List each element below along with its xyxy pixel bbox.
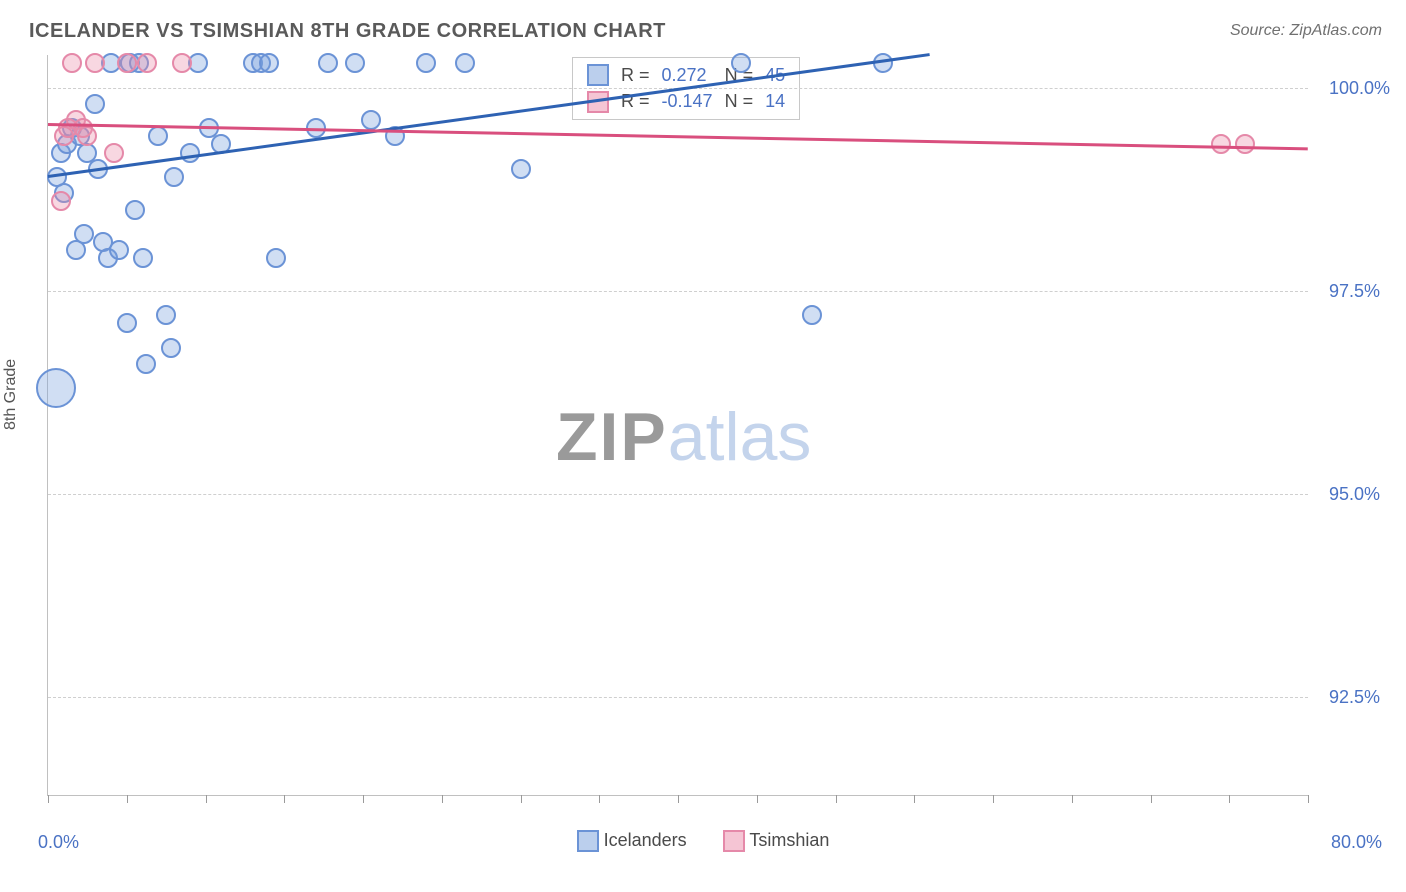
data-point: [117, 53, 137, 73]
legend-n-value: 14: [759, 88, 791, 114]
y-axis-title: 8th Grade: [2, 359, 20, 430]
data-point: [156, 305, 176, 325]
x-tick: [993, 795, 994, 803]
plot-area: R =0.272N =45R =-0.147N =14: [47, 55, 1308, 796]
legend-item: Icelanders: [577, 830, 687, 852]
gridline: [48, 697, 1308, 698]
data-point: [511, 159, 531, 179]
x-tick: [914, 795, 915, 803]
x-tick: [284, 795, 285, 803]
legend-swatch: [587, 64, 609, 86]
legend-swatch: [577, 830, 599, 852]
data-point: [133, 248, 153, 268]
data-point: [164, 167, 184, 187]
x-tick: [363, 795, 364, 803]
data-point: [117, 313, 137, 333]
data-point: [137, 53, 157, 73]
data-point: [136, 354, 156, 374]
data-point: [259, 53, 279, 73]
x-tick: [206, 795, 207, 803]
gridline: [48, 494, 1308, 495]
legend-label: Icelanders: [604, 830, 687, 850]
data-point: [85, 53, 105, 73]
x-tick: [1151, 795, 1152, 803]
data-point: [172, 53, 192, 73]
data-point: [104, 143, 124, 163]
trend-line: [48, 123, 1308, 150]
data-point: [731, 53, 751, 73]
data-point: [161, 338, 181, 358]
data-point: [361, 110, 381, 130]
x-tick: [678, 795, 679, 803]
data-point: [36, 368, 76, 408]
data-point: [345, 53, 365, 73]
data-point: [125, 200, 145, 220]
x-tick: [599, 795, 600, 803]
data-point: [62, 53, 82, 73]
legend-label: Tsimshian: [749, 830, 829, 850]
data-point: [77, 126, 97, 146]
data-point: [416, 53, 436, 73]
x-tick: [1229, 795, 1230, 803]
x-tick: [127, 795, 128, 803]
y-tick-label: 100.0%: [1329, 78, 1390, 99]
data-point: [148, 126, 168, 146]
data-point: [109, 240, 129, 260]
legend-swatch: [723, 830, 745, 852]
x-tick: [1072, 795, 1073, 803]
legend-r-label: R =: [615, 62, 656, 88]
series-legend: Icelanders Tsimshian: [0, 830, 1406, 852]
legend-row: R =0.272N =45: [581, 62, 791, 88]
data-point: [318, 53, 338, 73]
data-point: [1235, 134, 1255, 154]
data-point: [266, 248, 286, 268]
data-point: [455, 53, 475, 73]
legend-n-label: N =: [719, 88, 760, 114]
x-tick: [836, 795, 837, 803]
y-tick-label: 95.0%: [1329, 484, 1380, 505]
gridline: [48, 291, 1308, 292]
chart-title: ICELANDER VS TSIMSHIAN 8TH GRADE CORRELA…: [29, 20, 666, 43]
data-point: [802, 305, 822, 325]
data-point: [74, 224, 94, 244]
data-point: [51, 191, 71, 211]
x-tick: [1308, 795, 1309, 803]
y-tick-label: 97.5%: [1329, 281, 1380, 302]
x-tick: [442, 795, 443, 803]
x-tick: [48, 795, 49, 803]
data-point: [180, 143, 200, 163]
data-point: [85, 94, 105, 114]
x-tick: [521, 795, 522, 803]
y-tick-label: 92.5%: [1329, 687, 1380, 708]
legend-item: Tsimshian: [723, 830, 830, 852]
data-point: [1211, 134, 1231, 154]
source-label: Source: ZipAtlas.com: [1230, 22, 1382, 40]
x-tick: [757, 795, 758, 803]
legend-row: R =-0.147N =14: [581, 88, 791, 114]
